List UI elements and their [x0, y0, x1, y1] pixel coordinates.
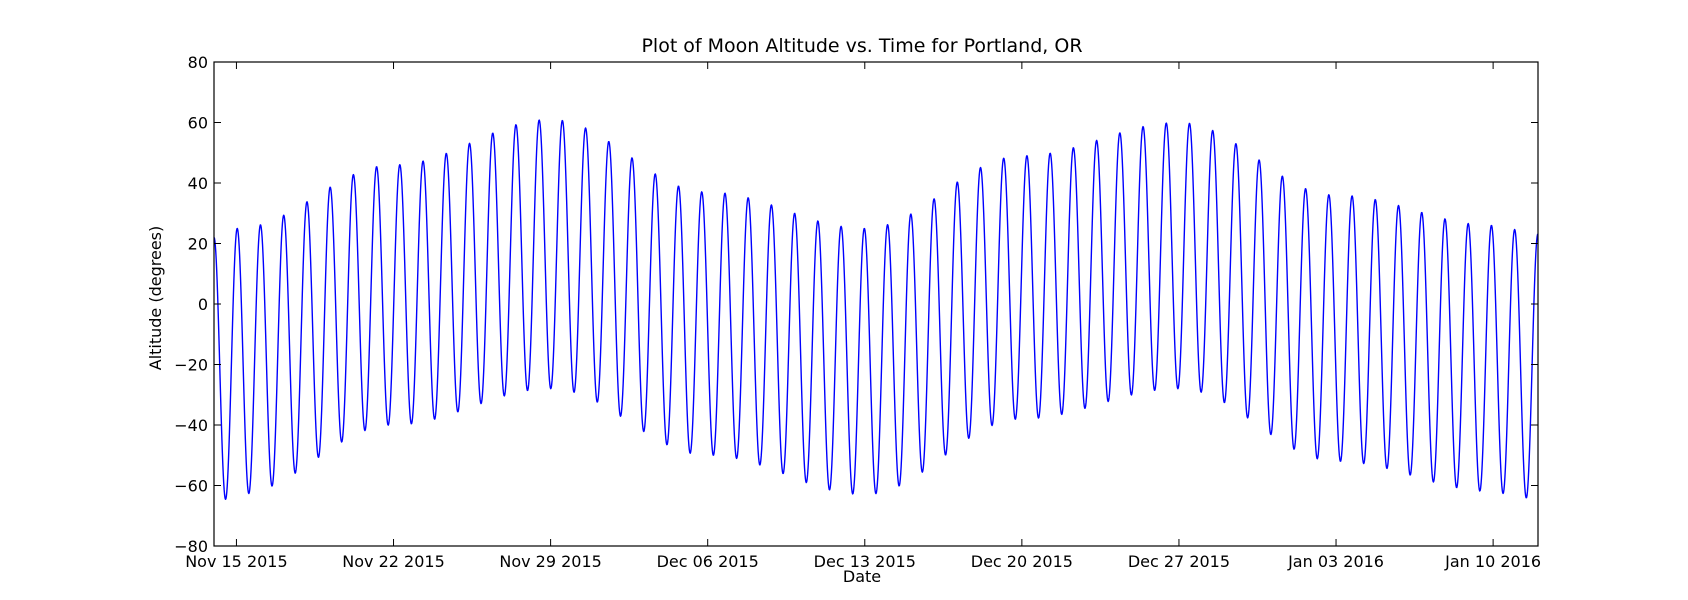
x-axis-ticks: Nov 15 2015 Nov 22 2015 Nov 29 2015 Dec 06 … [185, 62, 1541, 571]
chart-title: Plot of Moon Altitude vs. Time for Portl… [641, 35, 1082, 57]
x-tick-label: Nov 22 2015 [342, 552, 444, 571]
y-tick-label: 0 [198, 295, 208, 314]
y-axis-ticks: 80 60 40 20 0 −20 −40 −60 −80 [174, 53, 1538, 556]
y-tick-label: −80 [174, 537, 208, 556]
x-axis-label: Date [843, 567, 881, 586]
x-tick-label: Dec 06 2015 [657, 552, 759, 571]
x-tick-label: Dec 13 2015 [814, 552, 916, 571]
x-tick-label: Nov 15 2015 [185, 552, 287, 571]
x-tick-label: Jan 03 2016 [1287, 552, 1384, 571]
y-tick-label: −60 [174, 477, 208, 496]
y-tick-label: 20 [188, 235, 208, 254]
y-tick-label: 60 [188, 114, 208, 133]
y-tick-label: 40 [188, 174, 208, 193]
series-line-moon-altitude [213, 119, 1539, 501]
y-tick-label: 80 [188, 53, 208, 72]
x-tick-label: Dec 27 2015 [1128, 552, 1230, 571]
x-tick-label: Dec 20 2015 [971, 552, 1073, 571]
y-tick-label: −20 [174, 356, 208, 375]
x-tick-label: Nov 29 2015 [499, 552, 601, 571]
y-axis-label: Altitude (degrees) [146, 226, 165, 371]
x-tick-label: Jan 10 2016 [1444, 552, 1541, 571]
y-tick-label: −40 [174, 416, 208, 435]
